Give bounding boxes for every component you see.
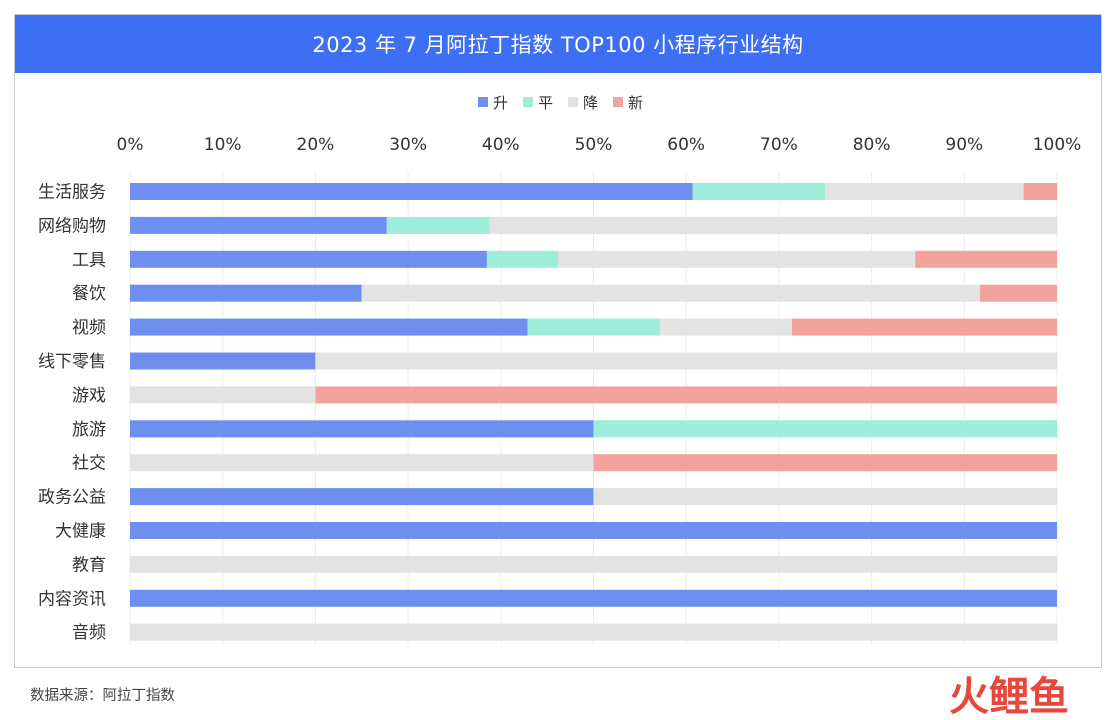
category-label-9: 政务公益 bbox=[38, 488, 106, 508]
legend-label-1: 平 bbox=[538, 94, 553, 112]
category-label-7: 旅游 bbox=[72, 420, 106, 440]
x-tick-label-6: 60% bbox=[667, 135, 705, 155]
bar-4-0 bbox=[130, 318, 528, 336]
category-label-8: 社交 bbox=[72, 454, 106, 474]
bar-0-0 bbox=[130, 183, 693, 200]
bar-5-2 bbox=[315, 352, 1057, 370]
category-label-4: 视频 bbox=[72, 318, 106, 338]
bar-4-2 bbox=[660, 318, 792, 336]
bar-0-1 bbox=[692, 183, 826, 200]
bar-3-3 bbox=[980, 284, 1057, 302]
legend-swatch-3 bbox=[613, 97, 623, 107]
x-tick-label-0: 0% bbox=[117, 135, 144, 155]
bar-11-2 bbox=[130, 555, 1057, 573]
bar-4-1 bbox=[527, 318, 661, 336]
bar-2-0 bbox=[130, 250, 487, 268]
category-label-13: 音频 bbox=[72, 623, 106, 643]
category-label-0: 生活服务 bbox=[38, 183, 106, 203]
bar-12-0 bbox=[130, 589, 1057, 607]
legend-label-2: 降 bbox=[583, 94, 598, 112]
legend-swatch-0 bbox=[478, 97, 488, 107]
bar-6-2 bbox=[130, 386, 316, 404]
x-tick-label-8: 80% bbox=[853, 135, 891, 155]
legend: 升平降新 bbox=[478, 94, 643, 112]
bar-4-3 bbox=[791, 318, 1057, 336]
category-label-5: 线下零售 bbox=[38, 352, 106, 372]
bar-8-2 bbox=[130, 454, 594, 472]
chart-title: 2023 年 7 月阿拉丁指数 TOP100 小程序行业结构 bbox=[15, 15, 1101, 73]
x-tick-label-9: 90% bbox=[945, 135, 983, 155]
bar-1-0 bbox=[130, 216, 387, 234]
bar-13-2 bbox=[130, 623, 1057, 641]
huoliyu-logo: 火鲤鱼 bbox=[949, 674, 1069, 718]
category-label-6: 游戏 bbox=[72, 386, 106, 406]
bar-7-0 bbox=[130, 420, 594, 438]
legend-label-3: 新 bbox=[628, 94, 643, 112]
category-label-11: 教育 bbox=[72, 555, 106, 575]
legend-swatch-1 bbox=[523, 97, 533, 107]
x-tick-label-3: 30% bbox=[389, 135, 427, 155]
category-label-3: 餐饮 bbox=[72, 284, 106, 304]
bar-10-0 bbox=[130, 522, 1057, 539]
bar-7-1 bbox=[593, 420, 1057, 438]
gridlines bbox=[129, 172, 1058, 645]
bar-2-1 bbox=[486, 250, 559, 268]
bar-6-3 bbox=[315, 386, 1057, 404]
category-label-1: 网络购物 bbox=[38, 216, 106, 236]
bar-5-0 bbox=[130, 352, 316, 370]
bar-2-3 bbox=[915, 250, 1057, 268]
x-tick-label-7: 70% bbox=[760, 135, 798, 155]
x-axis-ticks: 0% 10% 20% 30% 40% 50% 60% 70% 80% 90% 100% bbox=[117, 135, 1082, 155]
bar-1-1 bbox=[386, 216, 490, 234]
category-label-10: 大健康 bbox=[55, 522, 106, 542]
category-label-2: 工具 bbox=[72, 250, 106, 270]
x-tick-label-10: 100% bbox=[1033, 135, 1082, 155]
x-tick-label-2: 20% bbox=[297, 135, 335, 155]
bar-9-0 bbox=[130, 488, 594, 506]
logo-text: 火鲤鱼 bbox=[949, 674, 1069, 718]
bars bbox=[130, 183, 1057, 641]
bar-0-3 bbox=[1023, 183, 1057, 200]
category-label-12: 内容资讯 bbox=[38, 589, 106, 609]
source-note: 数据来源：阿拉丁指数 bbox=[30, 688, 175, 704]
x-tick-label-5: 50% bbox=[575, 135, 613, 155]
bar-3-2 bbox=[361, 284, 981, 302]
legend-swatch-2 bbox=[568, 97, 578, 107]
bar-0-2 bbox=[825, 183, 1024, 200]
bar-1-2 bbox=[489, 216, 1057, 234]
x-tick-label-4: 40% bbox=[482, 135, 520, 155]
bar-8-3 bbox=[593, 454, 1057, 472]
legend-label-0: 升 bbox=[493, 94, 508, 112]
bar-3-0 bbox=[130, 284, 362, 302]
bar-9-2 bbox=[593, 488, 1057, 506]
bar-2-2 bbox=[558, 250, 916, 268]
x-tick-label-1: 10% bbox=[204, 135, 242, 155]
